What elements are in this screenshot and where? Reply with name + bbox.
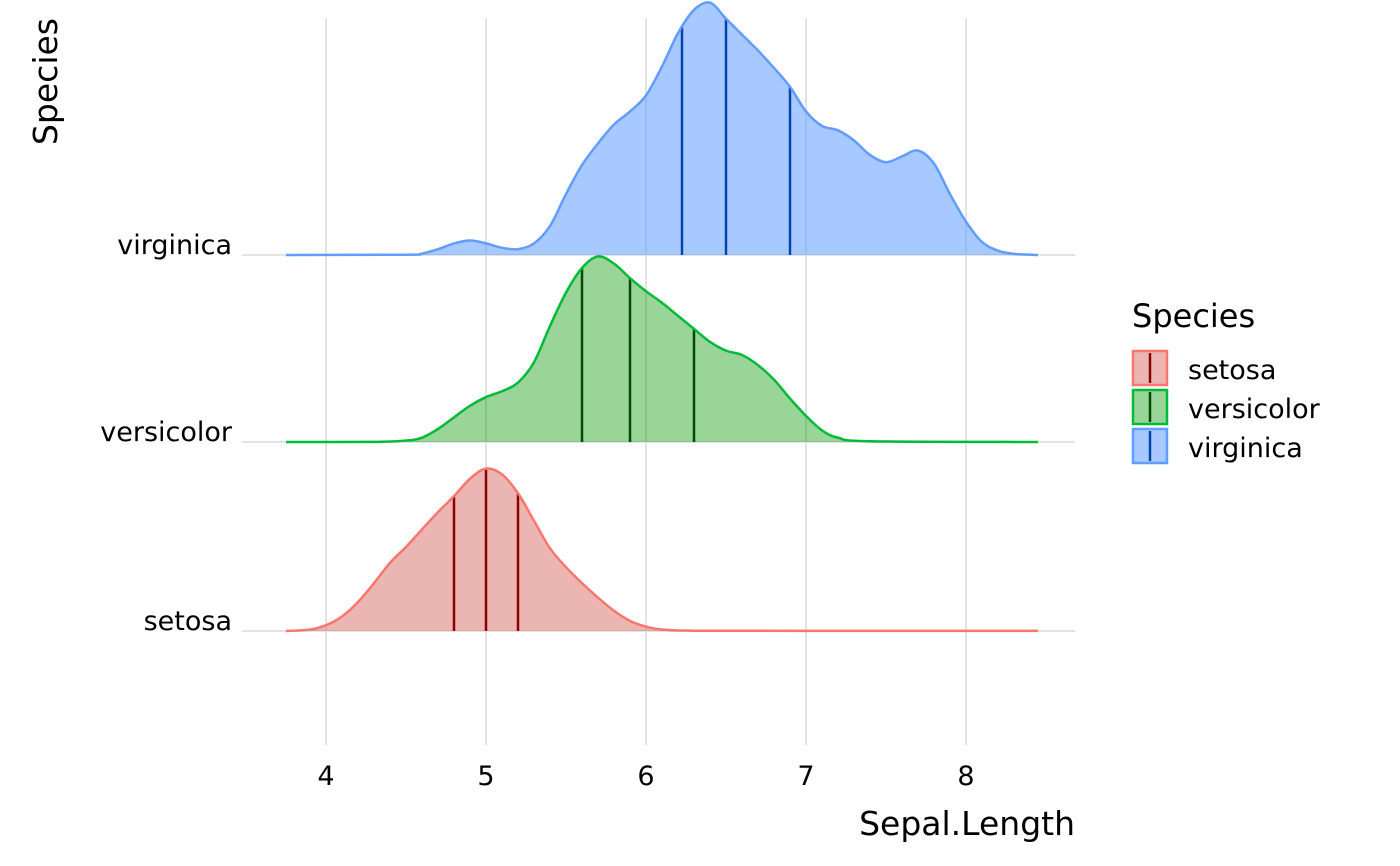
ridge-outline-versicolor — [285, 255, 1039, 444]
y-axis-title: Species — [26, 18, 65, 145]
ridge-versicolor — [285, 255, 1039, 444]
legend-item-setosa: setosa — [1131, 349, 1276, 387]
legend-item-virginica: virginica — [1131, 427, 1303, 465]
y-tick-label: virginica — [117, 230, 232, 261]
ridge-area-setosa — [286, 468, 1038, 631]
legend-label-virginica: virginica — [1188, 433, 1303, 464]
x-tick-label: 7 — [797, 761, 814, 792]
x-axis-ticks: 4 5 6 7 8 — [317, 761, 974, 792]
ridge-outline-setosa — [285, 467, 1039, 633]
legend-label-setosa: setosa — [1188, 355, 1276, 386]
legend-item-versicolor: versicolor — [1131, 388, 1321, 426]
x-axis-title: Sepal.Length — [859, 804, 1075, 843]
y-tick-label: versicolor — [100, 417, 233, 448]
ridge-virginica — [285, 1, 1039, 257]
legend-items: setosa versicolor virginica — [1131, 349, 1321, 465]
ridge-setosa — [285, 467, 1039, 633]
ridge-area-versicolor — [286, 256, 1038, 443]
ridges — [285, 1, 1039, 633]
ridge-outline-virginica — [285, 1, 1039, 257]
y-axis-ticks: setosa versicolor virginica — [100, 230, 233, 637]
x-tick-label: 8 — [957, 761, 974, 792]
x-tick-label: 5 — [477, 761, 494, 792]
x-tick-label: 6 — [637, 761, 654, 792]
ridge-area-virginica — [286, 2, 1038, 256]
legend: Species setosa versicolor virginica — [1131, 297, 1321, 465]
legend-title: Species — [1132, 297, 1255, 335]
legend-label-versicolor: versicolor — [1188, 394, 1321, 425]
x-tick-label: 4 — [317, 761, 334, 792]
y-tick-label: setosa — [144, 606, 232, 637]
